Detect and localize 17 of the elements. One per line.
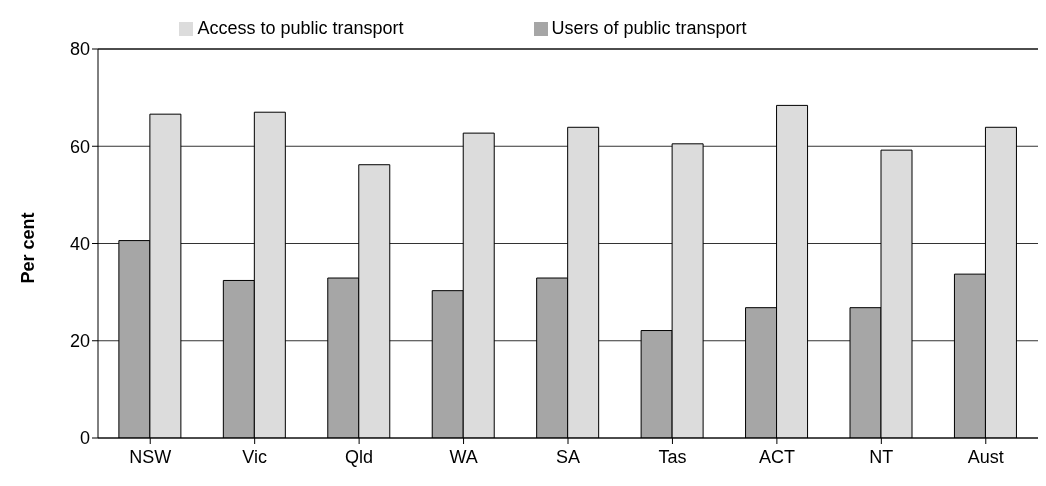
x-tick-label: Qld (345, 446, 374, 467)
x-tick-label: Aust (967, 446, 1004, 467)
x-tick-label: ACT (758, 446, 795, 467)
y-tick-label: 40 (69, 233, 90, 254)
x-tick-label: Vic (242, 446, 268, 467)
x-tick-label: NSW (129, 446, 172, 467)
y-tick-label: 60 (69, 136, 90, 157)
y-tick-label: 0 (79, 428, 90, 449)
y-tick-label: 80 (69, 39, 90, 60)
x-tick-label: Tas (658, 446, 687, 467)
y-axis-title: Per cent (18, 212, 39, 284)
x-tick-label: NT (869, 446, 894, 467)
legend-label: Access to public transport (197, 18, 404, 38)
y-tick-label: 20 (69, 331, 90, 352)
x-tick-label: SA (555, 446, 581, 467)
legend-label: Users of public transport (551, 18, 747, 38)
x-tick-label: WA (449, 446, 478, 467)
